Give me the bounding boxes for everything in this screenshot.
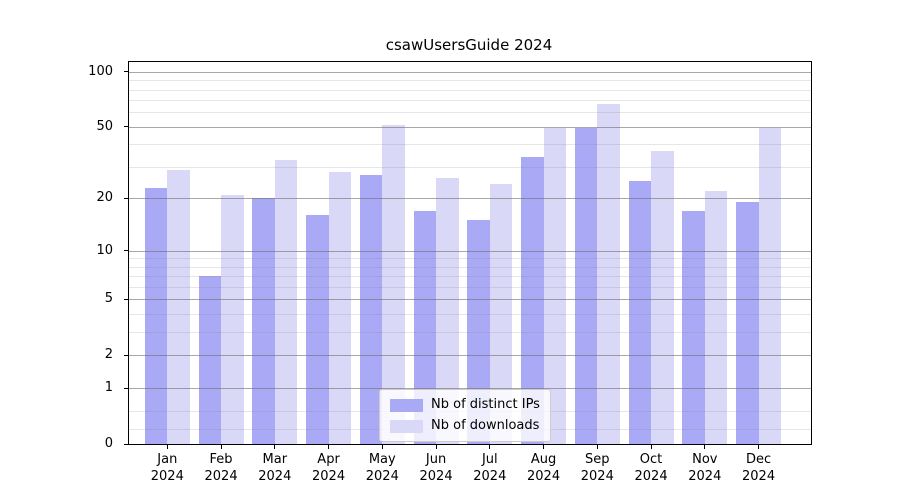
bar-downloads — [758, 128, 782, 444]
x-tick-label: Dec 2024 — [742, 452, 776, 484]
legend-item-downloads: Nb of downloads — [390, 419, 540, 433]
major-gridline — [129, 71, 811, 73]
x-tick-label: Mar 2024 — [258, 452, 292, 484]
y-tick — [124, 126, 128, 128]
x-tick — [704, 445, 706, 449]
legend-swatch-distinct-ips — [390, 398, 423, 412]
x-tick — [489, 445, 491, 449]
minor-gridline — [129, 144, 811, 146]
y-tick-label: 2 — [104, 347, 113, 363]
y-tick — [124, 197, 128, 199]
x-tick-label: Jun 2024 — [419, 452, 453, 484]
minor-gridline — [129, 80, 811, 82]
minor-gridline — [129, 112, 811, 114]
bar-distinct-ips — [413, 210, 437, 444]
x-tick — [650, 445, 652, 449]
bar-downloads — [167, 169, 190, 444]
bar-downloads — [436, 178, 459, 444]
bar-downloads — [328, 172, 352, 444]
y-tick-label: 100 — [88, 63, 113, 79]
y-tick — [124, 298, 128, 300]
x-tick-label: Jul 2024 — [473, 452, 507, 484]
y-tick-label: 10 — [96, 242, 113, 258]
bar-distinct-ips — [521, 157, 544, 444]
bar-downloads — [597, 103, 620, 444]
bar-downloads — [704, 191, 728, 444]
y-tick — [124, 443, 128, 445]
x-tick-label: Oct 2024 — [634, 452, 668, 484]
bar-distinct-ips — [359, 175, 383, 444]
x-tick — [543, 445, 545, 449]
bar-distinct-ips — [306, 215, 329, 444]
bar-distinct-ips — [736, 202, 759, 444]
x-tick-label: Nov 2024 — [688, 452, 722, 484]
bar-distinct-ips — [574, 128, 598, 444]
x-tick — [328, 445, 330, 449]
legend-swatch-downloads — [390, 419, 423, 433]
y-tick — [124, 250, 128, 252]
y-tick-label: 50 — [96, 118, 113, 134]
bar-downloads — [489, 184, 513, 444]
x-tick — [166, 445, 168, 449]
y-tick-label: 20 — [96, 190, 113, 206]
bar-downloads — [382, 125, 405, 444]
bar-downloads — [543, 128, 567, 444]
x-tick — [596, 445, 598, 449]
bar-downloads — [221, 194, 244, 444]
y-tick-label: 5 — [104, 291, 113, 307]
major-gridline — [129, 126, 811, 128]
x-tick — [435, 445, 437, 449]
x-tick-label: Aug 2024 — [527, 452, 561, 484]
legend: Nb of distinct IPs Nb of downloads — [379, 389, 551, 442]
bar-distinct-ips — [252, 198, 275, 444]
x-tick — [220, 445, 222, 449]
y-tick-label: 0 — [104, 436, 113, 451]
y-tick-label: 1 — [104, 380, 113, 396]
y-tick — [124, 354, 128, 356]
y-tick — [124, 71, 128, 73]
bar-downloads — [274, 159, 298, 444]
bar-distinct-ips — [682, 210, 705, 444]
x-tick-label: Feb 2024 — [204, 452, 238, 484]
plot-area: Nb of distinct IPs Nb of downloads 0 1 2 5 1… — [88, 61, 812, 484]
legend-item-distinct-ips: Nb of distinct IPs — [390, 398, 540, 412]
bar-distinct-ips — [198, 276, 222, 444]
bar-downloads — [651, 150, 674, 444]
minor-gridline — [129, 89, 811, 91]
minor-gridline — [129, 167, 811, 169]
x-tick-label: Sep 2024 — [580, 452, 614, 484]
y-tick — [124, 387, 128, 389]
bar-distinct-ips — [144, 187, 168, 444]
legend-label-distinct-ips: Nb of distinct IPs — [431, 397, 540, 412]
bar-distinct-ips — [628, 181, 652, 444]
x-tick — [381, 445, 383, 449]
x-tick — [274, 445, 276, 449]
x-tick — [758, 445, 760, 449]
chart-title: csawUsersGuide 2024 — [385, 36, 553, 54]
x-tick-label: Jan 2024 — [150, 452, 184, 484]
legend-label-downloads: Nb of downloads — [431, 418, 540, 433]
bar-distinct-ips — [467, 220, 490, 444]
minor-gridline — [129, 100, 811, 102]
x-tick-label: May 2024 — [365, 452, 399, 484]
x-tick-label: Apr 2024 — [312, 452, 346, 484]
